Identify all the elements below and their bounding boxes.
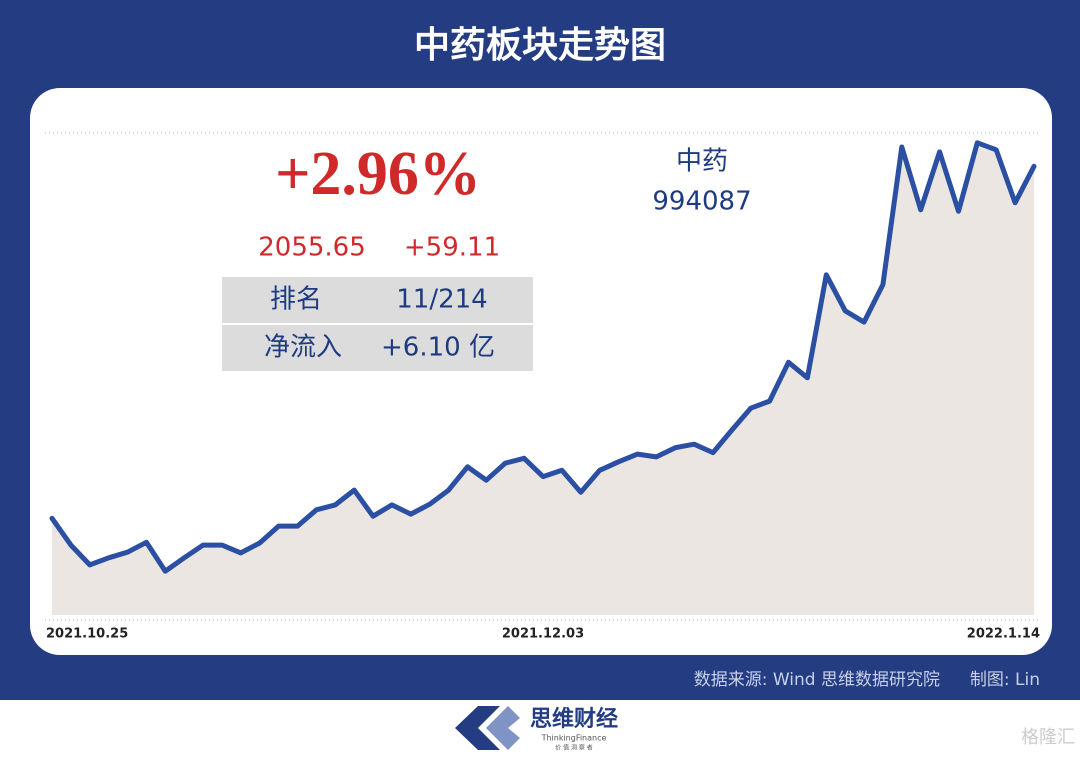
plot: [49, 140, 1037, 616]
chart-title: 中药板块走势图: [414, 25, 666, 66]
x-tick-label: 2022.1.14: [967, 627, 1040, 642]
footer-band: [0, 700, 1080, 754]
last-price: 2055.65: [258, 233, 366, 263]
brand: 思维财经: [530, 706, 618, 732]
stat-label: 排名: [270, 285, 322, 315]
logo: [455, 706, 520, 750]
line: [49, 140, 1037, 574]
stat-value: +6.10 亿: [381, 333, 495, 363]
area: [52, 142, 1034, 616]
x-tick-label: 2021.12.03: [502, 627, 584, 642]
watermark: 格隆汇: [1021, 727, 1075, 748]
logo-icon: [455, 706, 500, 750]
stat-value: 11/214: [396, 285, 487, 315]
x-tick-label: 2021.10.25: [46, 627, 128, 642]
brand-en: ThinkingFinance: [541, 734, 607, 743]
change-pct: +2.96%: [275, 140, 481, 208]
change: +59.11: [404, 233, 500, 263]
index-name: 中药: [676, 147, 728, 177]
source: 数据来源: Wind 思维数据研究院: [694, 670, 940, 690]
stat-label: 净流入: [264, 333, 342, 363]
logo-icon: [486, 706, 520, 750]
stat-row: [222, 325, 533, 371]
author: 制图: Lin: [970, 670, 1040, 690]
slogan: 价 值 洞 察 者: [555, 744, 593, 752]
stat-row: [222, 277, 533, 323]
index-code: 994087: [652, 187, 751, 217]
